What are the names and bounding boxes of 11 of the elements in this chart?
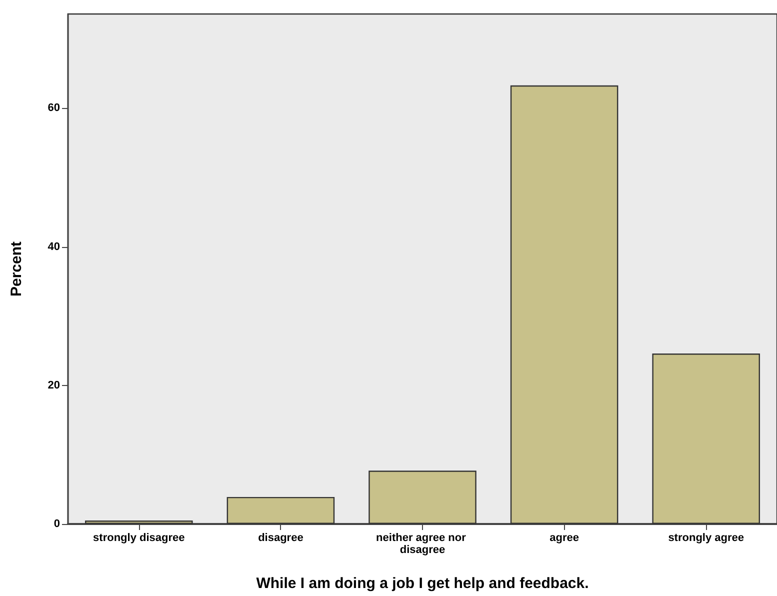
x-tick-label: agree — [550, 532, 579, 544]
x-tick-label: strongly agree — [668, 532, 744, 544]
x-tick-label: disagree — [258, 532, 304, 544]
x-tick-label: neither agree nor disagree — [376, 532, 469, 556]
y-tick-label: 20 — [48, 379, 60, 392]
x-axis-title: While I am doing a job I get help and feedback. — [256, 575, 589, 592]
y-tick-label: 40 — [48, 240, 60, 253]
y-axis-title: Percent — [8, 241, 25, 297]
y-tick-label: 0 — [54, 518, 60, 530]
y-tick-label: 60 — [48, 102, 60, 114]
x-tick-label: strongly disagree — [93, 532, 185, 544]
